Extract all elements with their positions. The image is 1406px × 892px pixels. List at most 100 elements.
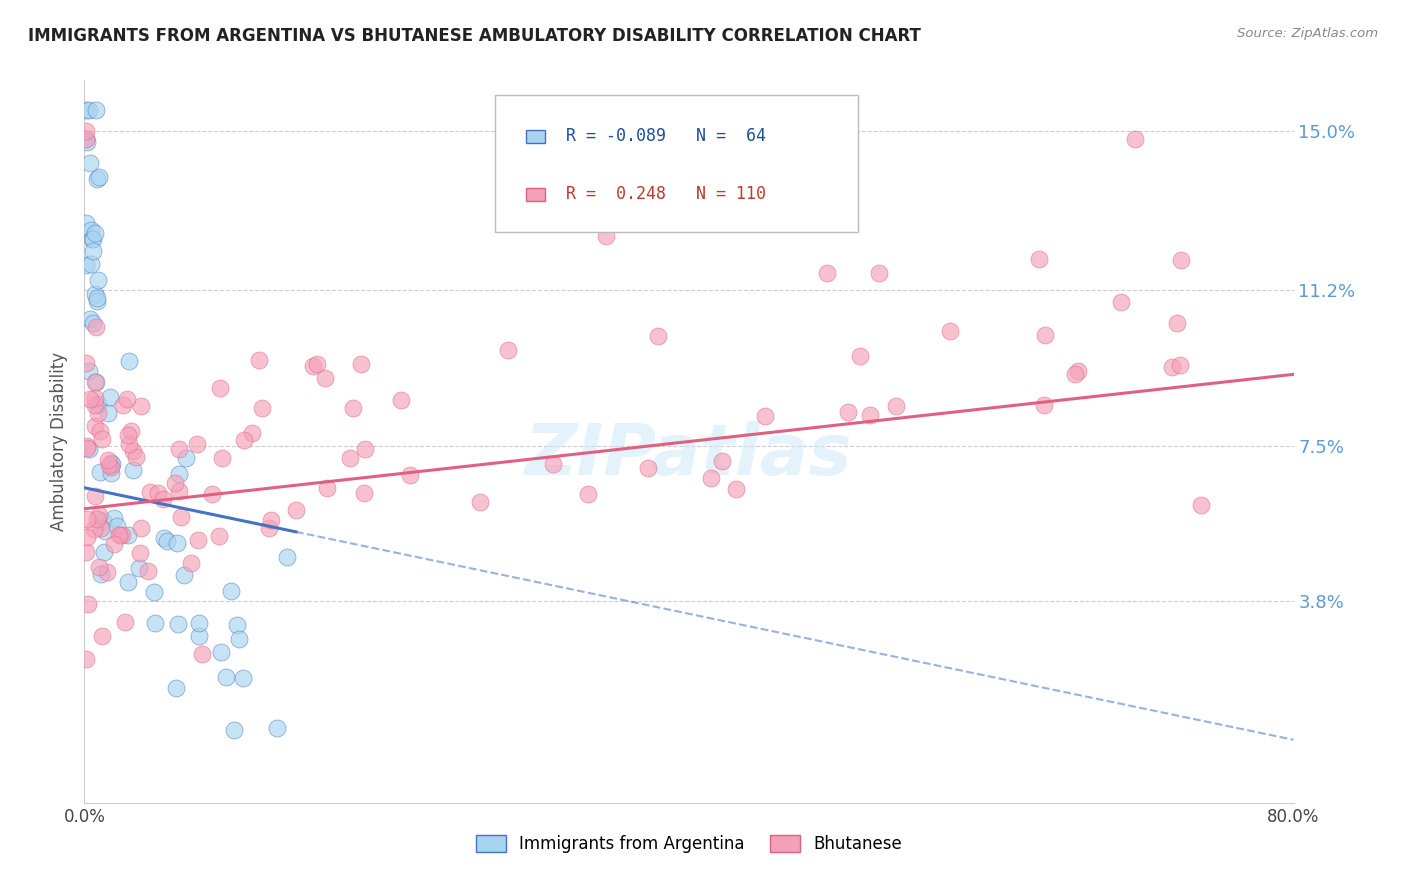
Point [399, 467, 422, 482]
Point [1033, 328, 1056, 343]
Point [82, 232, 104, 246]
Point [187, 629, 209, 643]
Point [77, 597, 100, 611]
Point [647, 328, 669, 343]
Point [101, 457, 124, 471]
Text: Source: ZipAtlas.com: Source: ZipAtlas.com [1237, 27, 1378, 40]
Point [139, 485, 162, 500]
Point [156, 533, 179, 548]
Point [125, 450, 148, 465]
Point [859, 408, 882, 422]
Point [76, 438, 98, 452]
Point [939, 325, 962, 339]
Point [128, 560, 150, 574]
Point [91, 514, 114, 528]
FancyBboxPatch shape [495, 95, 858, 232]
Point [257, 521, 280, 535]
Point [98, 458, 121, 472]
Point [118, 437, 141, 451]
Point [84, 398, 107, 412]
Point [576, 486, 599, 500]
Point [87, 406, 110, 420]
Point [208, 529, 231, 543]
Point [285, 502, 308, 516]
Point [167, 467, 190, 481]
Point [339, 451, 361, 466]
Point [84, 319, 107, 334]
Point [83, 287, 105, 301]
Point [1123, 132, 1146, 146]
Point [595, 228, 617, 243]
Point [98, 390, 121, 404]
Point [711, 453, 734, 467]
Point [884, 399, 907, 413]
Point [1033, 399, 1056, 413]
Point [276, 549, 298, 564]
Point [1170, 252, 1192, 267]
Point [86, 291, 108, 305]
Point [700, 471, 723, 485]
Point [167, 616, 190, 631]
Point [83, 419, 105, 434]
Point [191, 647, 214, 661]
Point [165, 681, 187, 695]
Point [84, 375, 107, 389]
Point [108, 528, 131, 542]
Point [117, 427, 139, 442]
Point [87, 560, 110, 574]
Point [84, 391, 107, 405]
Point [222, 723, 245, 737]
Point [1170, 358, 1192, 372]
Point [89, 424, 111, 438]
Point [129, 399, 152, 413]
Point [80, 222, 103, 236]
Point [75, 356, 97, 370]
Point [96, 565, 118, 579]
Point [153, 532, 176, 546]
Point [84, 489, 107, 503]
Point [103, 537, 125, 551]
Point [165, 475, 187, 490]
Point [120, 424, 142, 438]
Point [114, 615, 136, 630]
Point [105, 519, 128, 533]
Point [122, 463, 145, 477]
Point [100, 456, 122, 470]
Point [1064, 368, 1087, 382]
Point [1161, 359, 1184, 374]
Point [146, 486, 169, 500]
Point [173, 568, 195, 582]
Point [87, 170, 110, 185]
Point [305, 357, 328, 371]
Point [97, 406, 120, 420]
Point [637, 460, 659, 475]
Point [82, 244, 104, 258]
Point [75, 132, 97, 146]
Point [541, 457, 564, 471]
Point [76, 441, 98, 455]
FancyBboxPatch shape [526, 130, 546, 143]
Point [187, 616, 209, 631]
Point [129, 546, 152, 560]
Point [82, 316, 104, 330]
Point [86, 172, 108, 186]
Point [166, 535, 188, 549]
Point [117, 392, 139, 407]
Point [108, 527, 131, 541]
Point [496, 343, 519, 357]
Y-axis label: Ambulatory Disability: Ambulatory Disability [51, 352, 69, 531]
Point [232, 671, 254, 685]
Point [211, 451, 233, 466]
Point [75, 544, 97, 558]
Point [389, 393, 412, 408]
Point [342, 401, 364, 415]
Text: ZIPatlas: ZIPatlas [526, 422, 852, 491]
Point [79, 257, 101, 271]
Point [225, 618, 247, 632]
Point [219, 583, 242, 598]
Text: IMMIGRANTS FROM ARGENTINA VS BHUTANESE AMBULATORY DISABILITY CORRELATION CHART: IMMIGRANTS FROM ARGENTINA VS BHUTANESE A… [28, 27, 921, 45]
Point [868, 266, 890, 280]
Point [79, 312, 101, 326]
Point [111, 527, 134, 541]
Point [117, 528, 139, 542]
